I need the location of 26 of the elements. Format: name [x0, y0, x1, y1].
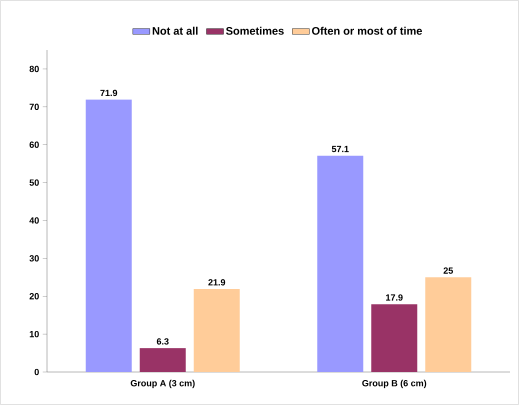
x-tick-label: Group A (3 cm): [130, 380, 195, 388]
data-label: 21.9: [208, 279, 226, 286]
y-tick-label: 50: [30, 179, 39, 186]
data-label: 6.3: [156, 338, 169, 345]
bar: [425, 277, 472, 372]
bar: [140, 348, 186, 372]
data-label: 25: [444, 267, 453, 274]
bar: [317, 156, 364, 372]
x-tick-label: Group B (6 cm): [362, 380, 426, 388]
data-label: 17.9: [386, 294, 403, 301]
y-tick-label: 20: [30, 293, 39, 300]
bar: [86, 100, 132, 372]
y-tick-label: 80: [30, 66, 39, 72]
y-tick-label: 60: [30, 142, 39, 148]
y-tick-label: 40: [29, 217, 39, 224]
legend-label: Not at all: [152, 26, 198, 35]
y-tick-label: 70: [30, 104, 39, 110]
legend-label: Often or most of time: [312, 26, 422, 35]
y-tick-label: 0: [34, 368, 39, 376]
y-tick-label: 30: [29, 255, 39, 262]
bar: [194, 289, 240, 372]
y-tick-label: 10: [30, 330, 39, 338]
data-label: 71.9: [100, 90, 118, 96]
legend-label: Sometimes: [226, 26, 284, 35]
bar: [371, 304, 418, 372]
data-label: 57.1: [332, 146, 349, 152]
